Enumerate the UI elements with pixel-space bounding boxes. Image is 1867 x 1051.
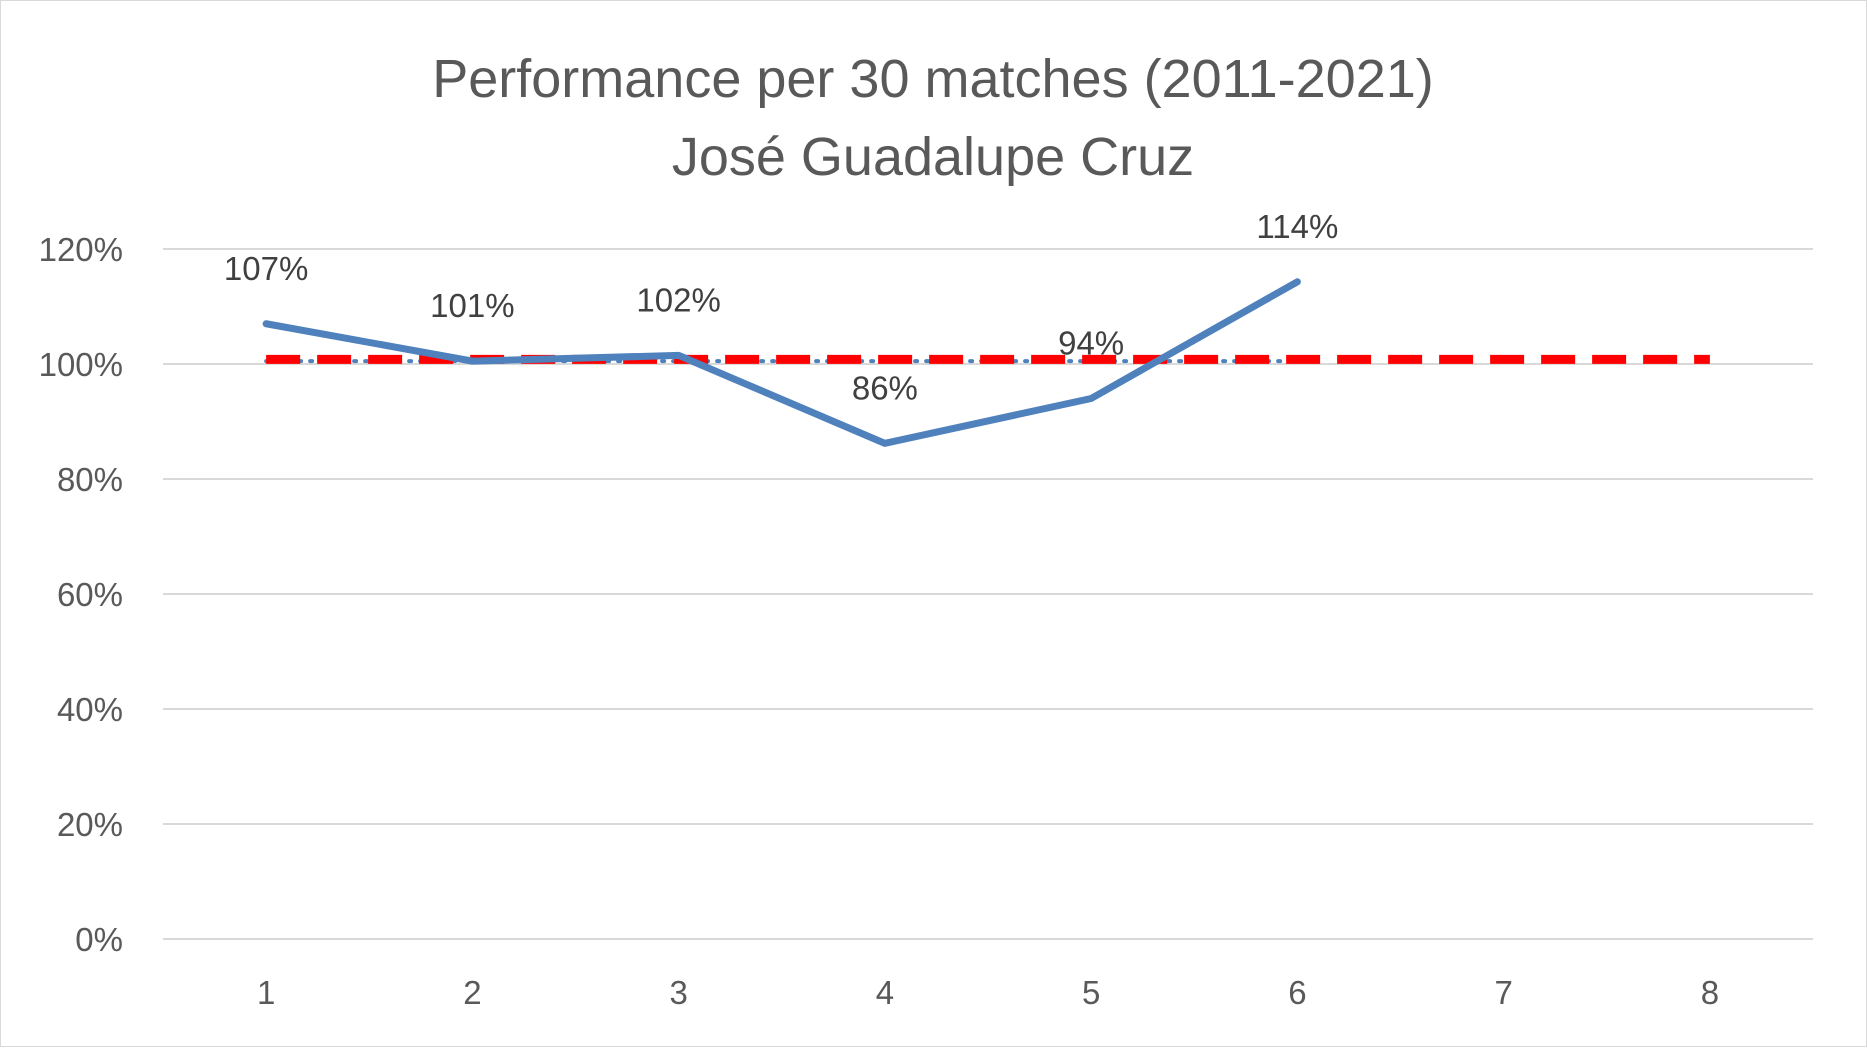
y-tick-label: 20%	[57, 806, 123, 843]
series-lines	[262, 278, 1710, 447]
x-tick-label: 5	[1082, 974, 1100, 1011]
chart-title-line-1: Performance per 30 matches (2011-2021)	[432, 49, 1434, 109]
y-tick-label: 80%	[57, 461, 123, 498]
y-axis-tick-labels: 0% 20% 40% 60% 80% 100% 120%	[39, 231, 123, 958]
data-label: 114%	[1256, 208, 1338, 245]
x-tick-label: 6	[1288, 974, 1306, 1011]
x-tick-label: 2	[463, 974, 481, 1011]
data-label: 107%	[224, 250, 308, 287]
data-label: 86%	[852, 369, 918, 406]
y-tick-label: 60%	[57, 576, 123, 613]
x-tick-label: 1	[257, 974, 275, 1011]
y-tick-label: 0%	[75, 921, 123, 958]
y-tick-label: 40%	[57, 691, 123, 728]
chart-title-line-2: José Guadalupe Cruz	[672, 127, 1194, 187]
y-tick-label: 120%	[39, 231, 123, 268]
series-line-solid	[262, 278, 1301, 447]
y-tick-label: 100%	[39, 346, 123, 383]
gridlines	[163, 248, 1813, 940]
data-label: 94%	[1058, 325, 1124, 362]
data-label: 101%	[430, 287, 514, 324]
x-axis-tick-labels: 1 2 3 4 5 6 7 8	[257, 974, 1719, 1011]
data-labels: 107% 101% 102% 86% 94% 114%	[224, 208, 1338, 407]
x-tick-label: 7	[1494, 974, 1512, 1011]
x-tick-label: 8	[1701, 974, 1719, 1011]
x-tick-label: 4	[876, 974, 894, 1011]
data-label: 102%	[636, 281, 720, 318]
x-tick-label: 3	[669, 974, 687, 1011]
